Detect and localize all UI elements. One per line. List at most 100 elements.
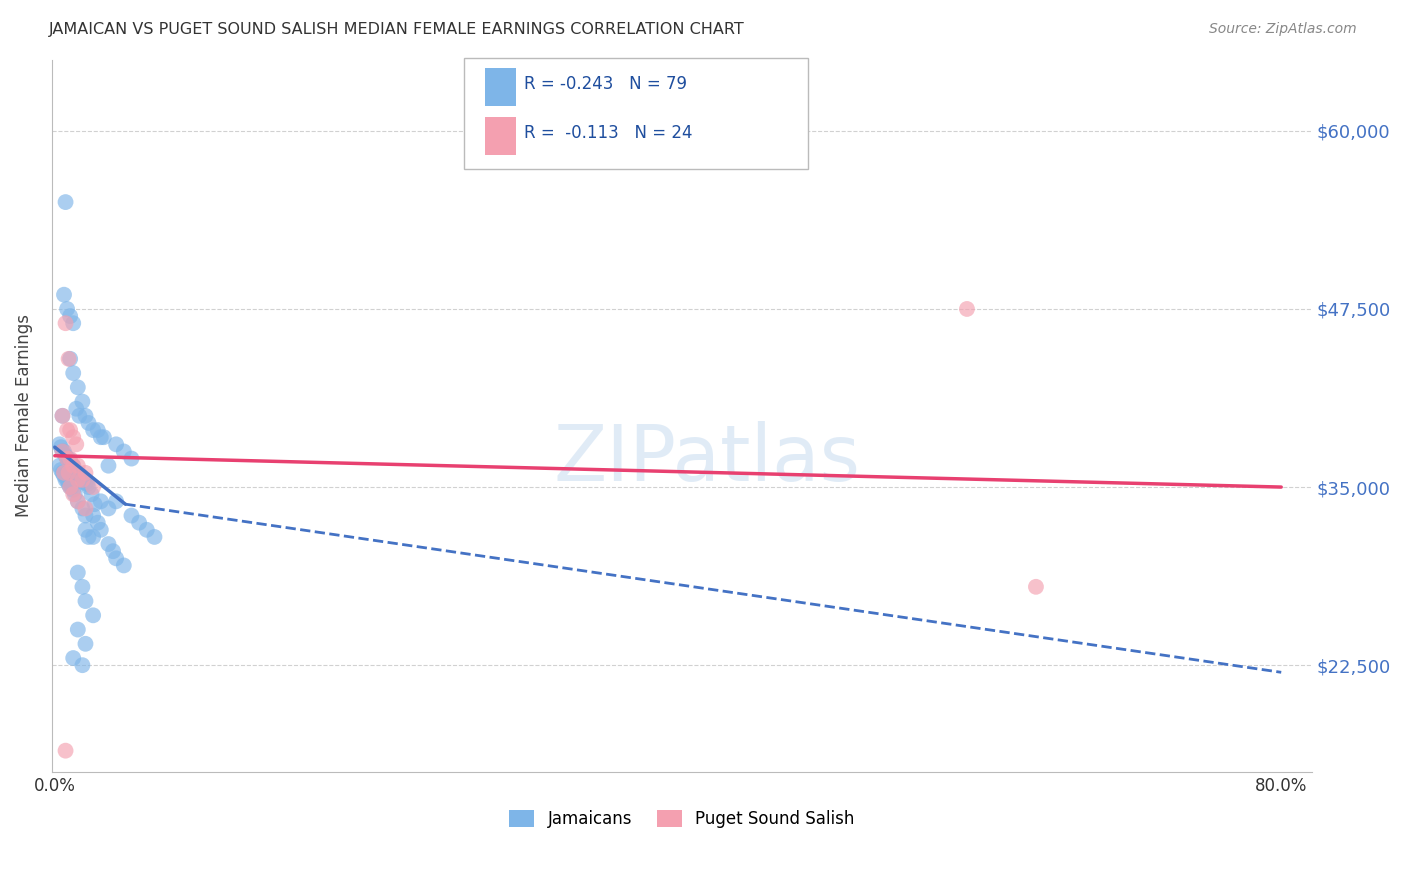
Point	[66, 473, 89, 487]
Point	[59, 423, 82, 437]
Point	[72, 473, 94, 487]
Point	[66, 494, 89, 508]
Point	[51, 409, 73, 423]
Text: ZIPatlas: ZIPatlas	[554, 420, 860, 497]
Point	[63, 487, 86, 501]
Point	[75, 523, 97, 537]
Legend: Jamaicans, Puget Sound Salish: Jamaicans, Puget Sound Salish	[502, 804, 862, 835]
Point	[97, 537, 120, 551]
Point	[66, 623, 89, 637]
Point	[128, 516, 150, 530]
Point	[75, 409, 97, 423]
Point	[59, 454, 82, 468]
Point	[62, 316, 84, 330]
Point	[76, 477, 98, 491]
Point	[77, 530, 100, 544]
Point	[90, 430, 112, 444]
Point	[956, 301, 979, 316]
Point	[55, 316, 77, 330]
Text: JAMAICAN VS PUGET SOUND SALISH MEDIAN FEMALE EARNINGS CORRELATION CHART: JAMAICAN VS PUGET SOUND SALISH MEDIAN FE…	[49, 22, 745, 37]
Point	[60, 480, 83, 494]
Point	[58, 351, 80, 366]
Point	[66, 458, 89, 473]
Point	[97, 458, 120, 473]
Point	[62, 458, 84, 473]
Point	[65, 401, 87, 416]
Point	[53, 466, 76, 480]
Point	[56, 423, 79, 437]
Point	[60, 458, 83, 473]
Point	[56, 451, 79, 466]
Point	[62, 487, 84, 501]
Point	[80, 487, 103, 501]
Point	[62, 651, 84, 665]
Point	[82, 608, 104, 623]
Point	[51, 466, 73, 480]
Point	[75, 637, 97, 651]
Point	[55, 195, 77, 210]
Point	[49, 463, 72, 477]
Point	[90, 523, 112, 537]
Point	[90, 494, 112, 508]
Point	[56, 473, 79, 487]
Point	[59, 480, 82, 494]
Point	[51, 409, 73, 423]
Point	[55, 449, 77, 463]
Point	[121, 451, 143, 466]
Point	[75, 508, 97, 523]
Point	[82, 508, 104, 523]
Point	[65, 466, 87, 480]
Point	[53, 468, 76, 483]
Point	[66, 566, 89, 580]
Point	[75, 594, 97, 608]
Point	[112, 444, 135, 458]
Point	[62, 483, 84, 497]
Point	[77, 480, 100, 494]
Point	[62, 366, 84, 380]
Point	[67, 409, 90, 423]
Point	[63, 463, 86, 477]
Y-axis label: Median Female Earnings: Median Female Earnings	[15, 314, 32, 517]
Point	[105, 437, 128, 451]
Point	[66, 466, 89, 480]
Point	[121, 508, 143, 523]
Point	[82, 480, 104, 494]
Text: Source: ZipAtlas.com: Source: ZipAtlas.com	[1209, 22, 1357, 37]
Point	[53, 287, 76, 301]
Point	[72, 580, 94, 594]
Point	[82, 530, 104, 544]
Point	[51, 444, 73, 458]
Point	[72, 658, 94, 673]
Text: R =  -0.113   N = 24: R = -0.113 N = 24	[524, 124, 693, 142]
Point	[82, 423, 104, 437]
Point	[112, 558, 135, 573]
Point	[59, 351, 82, 366]
Point	[1025, 580, 1047, 594]
Point	[83, 497, 105, 511]
Point	[77, 416, 100, 430]
Point	[93, 430, 115, 444]
Point	[59, 309, 82, 323]
Point	[87, 423, 110, 437]
Point	[143, 530, 166, 544]
Point	[59, 480, 82, 494]
Point	[66, 494, 89, 508]
Point	[70, 468, 93, 483]
Point	[55, 744, 77, 758]
Point	[67, 468, 90, 483]
Point	[59, 451, 82, 466]
Point	[72, 501, 94, 516]
Point	[105, 494, 128, 508]
Point	[75, 475, 97, 490]
Point	[75, 501, 97, 516]
Point	[62, 430, 84, 444]
Point	[58, 477, 80, 491]
Point	[72, 394, 94, 409]
Point	[55, 473, 77, 487]
Point	[105, 551, 128, 566]
Point	[97, 501, 120, 516]
Point	[72, 473, 94, 487]
Point	[65, 437, 87, 451]
Point	[73, 473, 96, 487]
Point	[58, 466, 80, 480]
